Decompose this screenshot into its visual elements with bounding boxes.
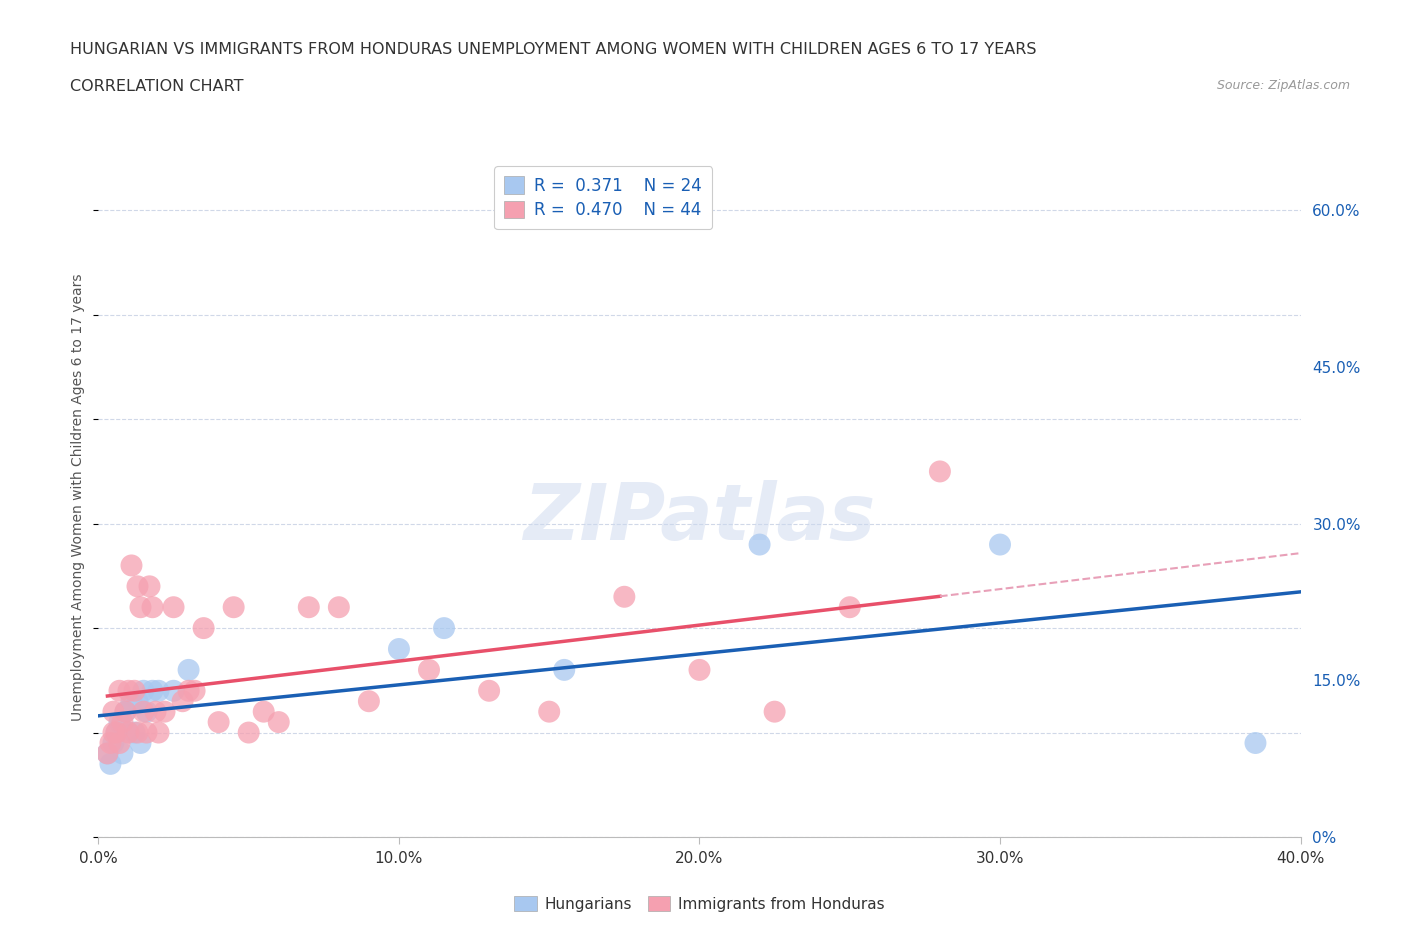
Point — [108, 714, 131, 729]
Point — [141, 684, 163, 698]
Point — [117, 725, 139, 740]
Point — [553, 662, 575, 677]
Point — [357, 694, 380, 709]
Point — [135, 704, 157, 719]
Point — [100, 756, 122, 771]
Point — [127, 578, 149, 593]
Point — [96, 746, 118, 761]
Point — [111, 746, 134, 761]
Point — [129, 600, 152, 615]
Point — [117, 684, 139, 698]
Point — [193, 620, 215, 635]
Point — [135, 725, 157, 740]
Point — [132, 704, 155, 719]
Point — [298, 600, 321, 615]
Point — [183, 684, 205, 698]
Point — [1244, 736, 1267, 751]
Point — [172, 694, 194, 709]
Point — [114, 704, 136, 719]
Point — [177, 662, 200, 677]
Point — [478, 684, 501, 698]
Point — [238, 725, 260, 740]
Point — [208, 714, 231, 729]
Point — [108, 736, 131, 751]
Point — [253, 704, 276, 719]
Point — [838, 600, 860, 615]
Legend: Hungarians, Immigrants from Honduras: Hungarians, Immigrants from Honduras — [508, 889, 891, 918]
Point — [124, 684, 146, 698]
Point — [177, 684, 200, 698]
Point — [111, 714, 134, 729]
Point — [129, 736, 152, 751]
Point — [117, 725, 139, 740]
Point — [538, 704, 561, 719]
Point — [138, 578, 160, 593]
Point — [141, 600, 163, 615]
Point — [103, 704, 125, 719]
Point — [100, 736, 122, 751]
Point — [763, 704, 786, 719]
Point — [162, 600, 184, 615]
Point — [132, 684, 155, 698]
Point — [105, 725, 128, 740]
Point — [153, 704, 176, 719]
Y-axis label: Unemployment Among Women with Children Ages 6 to 17 years: Unemployment Among Women with Children A… — [72, 273, 86, 722]
Point — [108, 684, 131, 698]
Point — [418, 662, 440, 677]
Point — [127, 725, 149, 740]
Point — [103, 725, 125, 740]
Point — [145, 704, 167, 719]
Point — [328, 600, 350, 615]
Text: CORRELATION CHART: CORRELATION CHART — [70, 79, 243, 94]
Point — [96, 746, 118, 761]
Point — [148, 684, 170, 698]
Point — [929, 464, 952, 479]
Point — [748, 538, 770, 552]
Point — [613, 590, 636, 604]
Point — [121, 558, 143, 573]
Point — [105, 725, 128, 740]
Text: HUNGARIAN VS IMMIGRANTS FROM HONDURAS UNEMPLOYMENT AMONG WOMEN WITH CHILDREN AGE: HUNGARIAN VS IMMIGRANTS FROM HONDURAS UN… — [70, 42, 1036, 57]
Point — [124, 725, 146, 740]
Point — [388, 642, 411, 657]
Point — [148, 725, 170, 740]
Point — [433, 620, 456, 635]
Point — [267, 714, 290, 729]
Point — [114, 704, 136, 719]
Text: Source: ZipAtlas.com: Source: ZipAtlas.com — [1216, 79, 1350, 92]
Point — [162, 684, 184, 698]
Point — [689, 662, 711, 677]
Point — [121, 694, 143, 709]
Point — [222, 600, 245, 615]
Point — [103, 736, 125, 751]
Text: ZIPatlas: ZIPatlas — [523, 480, 876, 556]
Point — [127, 694, 149, 709]
Point — [988, 538, 1011, 552]
